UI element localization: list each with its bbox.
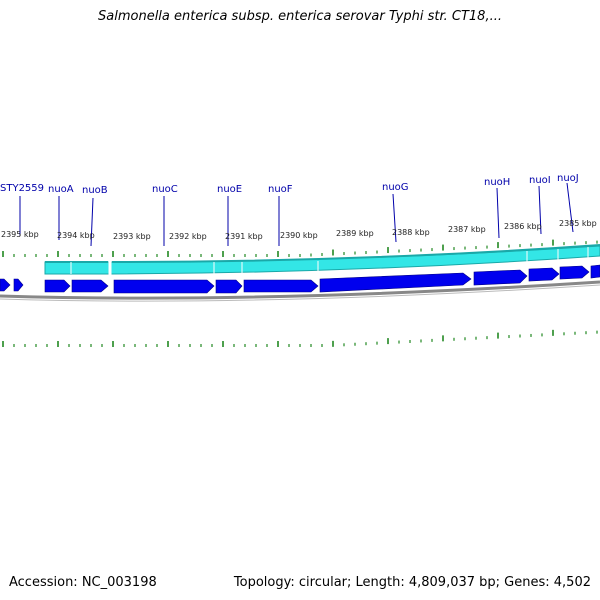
cds-arrow (243, 279, 319, 293)
gene-label: nuoI (529, 175, 551, 186)
cds-arrow (215, 279, 243, 294)
cds-arrow (590, 264, 600, 279)
position-label: 2386 kbp (504, 222, 542, 231)
position-label: 2387 kbp (448, 225, 486, 234)
cds-arrow (559, 265, 590, 280)
cds-arrow (528, 267, 560, 282)
gene-leader (566, 182, 574, 233)
cds-arrow (0, 278, 11, 292)
gene-leader (90, 197, 94, 247)
gene-leaders (19, 182, 574, 247)
backbone-arc (0, 280, 600, 300)
gene-label: nuoG (382, 182, 409, 193)
cds-arrow (473, 269, 528, 286)
gene-label: nuoA (48, 184, 74, 195)
tick-row-bottom (2, 329, 598, 347)
genome-info-text: Topology: circular; Length: 4,809,037 bp… (233, 575, 591, 590)
position-label: 2393 kbp (113, 232, 151, 241)
position-label: 2388 kbp (392, 228, 430, 237)
gene-label: nuoJ (557, 173, 579, 184)
feature-band-edge-right (111, 244, 600, 263)
gene-label: nuoE (217, 184, 242, 195)
position-label: 2391 kbp (225, 232, 263, 241)
position-label: 2395 kbp (1, 230, 39, 239)
position-label: 2385 kbp (559, 219, 597, 228)
position-label: 2392 kbp (169, 232, 207, 241)
gene-label: STY2559 (0, 183, 44, 194)
position-label: 2394 kbp (57, 231, 95, 240)
map-title: Salmonella enterica subsp. enterica sero… (98, 9, 502, 24)
gene-label: nuoH (484, 177, 510, 188)
gene-leader (496, 187, 500, 239)
gene-leader (538, 185, 542, 235)
cds-arrow (113, 279, 215, 294)
gene-leader (392, 193, 397, 243)
gene-label: nuoB (82, 185, 108, 196)
cds-arrow (44, 279, 71, 293)
accession-text: Accession: NC_003198 (9, 575, 157, 590)
gene-label: nuoC (152, 184, 178, 195)
gene-label: nuoF (268, 184, 293, 195)
cds-lane (0, 264, 600, 294)
cds-arrow (71, 279, 109, 293)
position-label: 2389 kbp (336, 229, 374, 238)
position-label: 2390 kbp (280, 231, 318, 240)
backbone-arc-shadow (0, 284, 600, 302)
cds-arrow (13, 278, 24, 292)
tick-row-top (2, 239, 598, 257)
cds-arrow (319, 272, 472, 293)
